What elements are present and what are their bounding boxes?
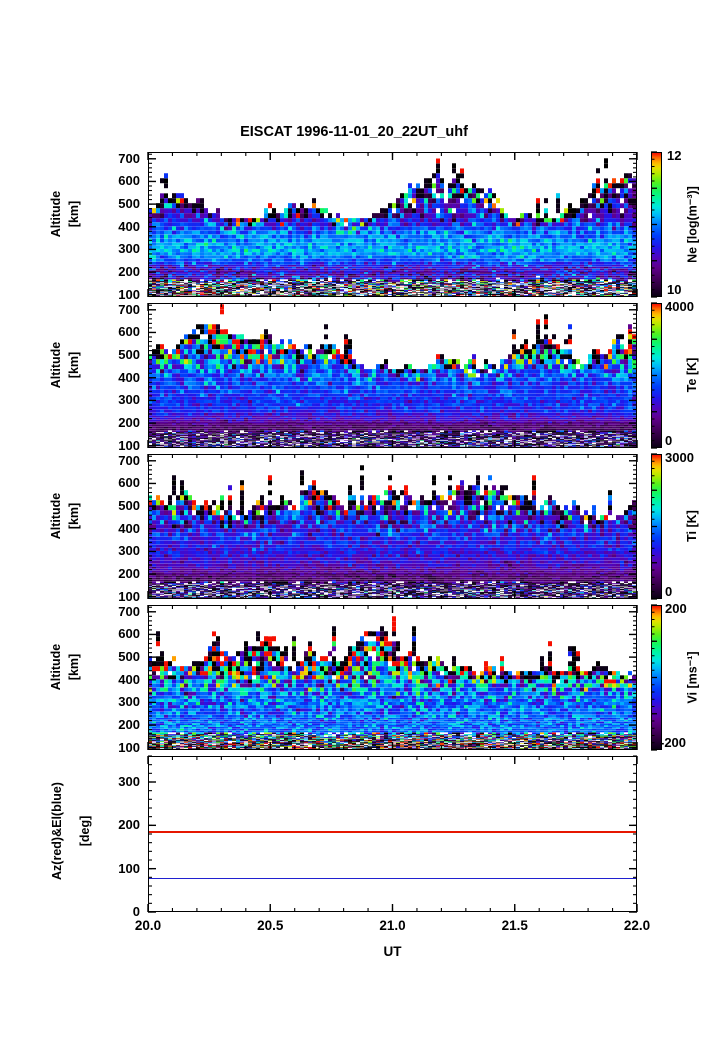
panel-azimuth-elevation [148,756,637,912]
y-tick-label: 200 [118,415,140,431]
heatmap-electron-density [148,152,637,297]
x-tick-label: 20.5 [257,918,284,933]
colorbar-max-ion-temperature: 3000 [665,450,694,465]
x-tick-label: 21.5 [501,918,528,933]
panel-ion-velocity [148,605,637,750]
y-tick-label: 400 [118,671,140,687]
colorbar-min-ion-temperature: 0 [665,584,673,599]
ylabel-azimuth-elevation: Az(red)&El(blue) [50,782,64,880]
x-tick-label: 22.0 [623,918,651,933]
panel-electron-density [148,152,637,297]
ylabel-electron-density: Altitude [49,190,63,238]
x-tick-label: 20.0 [134,918,162,933]
panel-electron-temperature [148,303,637,448]
heatmap-ion-velocity [148,605,637,750]
y-tick-label: 100 [118,588,140,604]
y-tick-label: 100 [118,860,140,876]
y-tick-label: 300 [118,392,140,408]
colorbar-label-ion-temperature: Ti [K] [685,510,699,542]
y-tick-label: 200 [118,566,140,582]
y-tick-label: 700 [118,150,140,166]
colorbar-label-electron-density: Ne [log(m⁻³)] [685,186,700,263]
y-tick-label: 300 [118,774,140,789]
y-tick-label: 300 [118,543,140,559]
page-title: EISCAT 1996-11-01_20_22UT_uhf [240,124,468,140]
y-tick-label: 500 [118,649,140,665]
elevation-trace [148,877,637,880]
y-tick-label: 500 [118,498,140,514]
y-tick-label: 200 [118,717,140,733]
y-tick-label: 200 [118,264,140,280]
y-tick-label: 700 [118,452,140,468]
colorbar-min-electron-temperature: 0 [665,433,673,448]
y-tick-label: 0 [132,904,140,919]
colorbar-max-electron-temperature: 4000 [665,299,694,314]
y-tick-label: 100 [118,286,140,302]
y-tick-label: 100 [118,739,140,755]
y-tick-label: 600 [118,475,140,491]
ylabel-electron-temperature: Altitude [49,341,63,389]
y-tick-label: 400 [118,520,140,536]
colorbar-max-electron-density: 12 [667,148,682,163]
y-tick-label: 700 [118,301,140,317]
colorbar-min-electron-density: 10 [667,282,682,297]
y-tick-label: 400 [118,369,140,385]
colorbar-ion-temperature [651,454,662,599]
y-tick-label: 300 [118,241,140,257]
heatmap-ion-temperature [148,454,637,599]
y-tick-label: 600 [118,324,140,340]
colorbar-label-ion-velocity: Vi [ms⁻¹] [685,651,700,704]
x-tick-label: 21.0 [379,918,406,933]
y-tick-label: 500 [118,347,140,363]
azimuth-trace [148,831,637,833]
y-tick-label: 100 [118,437,140,453]
ylabel-ion-velocity: Altitude [49,643,63,691]
colorbar-ion-velocity [651,605,662,750]
y-tick-label: 500 [118,196,140,212]
y-tick-label: 700 [118,603,140,619]
xlabel: UT [383,944,402,959]
colorbar-label-electron-temperature: Te [K] [685,357,699,393]
colorbar-min-ion-velocity: -200 [660,735,687,750]
y-tick-label: 200 [118,817,140,833]
y-tick-label: 600 [118,173,140,189]
panel-ion-temperature [148,454,637,599]
y-tick-label: 300 [118,694,140,710]
colorbar-max-ion-velocity: 200 [665,601,687,616]
ylabel-ion-temperature: Altitude [49,492,63,540]
y-tick-label: 400 [118,218,140,234]
panel-frame [148,756,637,912]
colorbar-electron-density [651,152,662,297]
heatmap-electron-temperature [148,303,637,448]
y-tick-label: 600 [118,626,140,642]
colorbar-electron-temperature [651,303,662,448]
